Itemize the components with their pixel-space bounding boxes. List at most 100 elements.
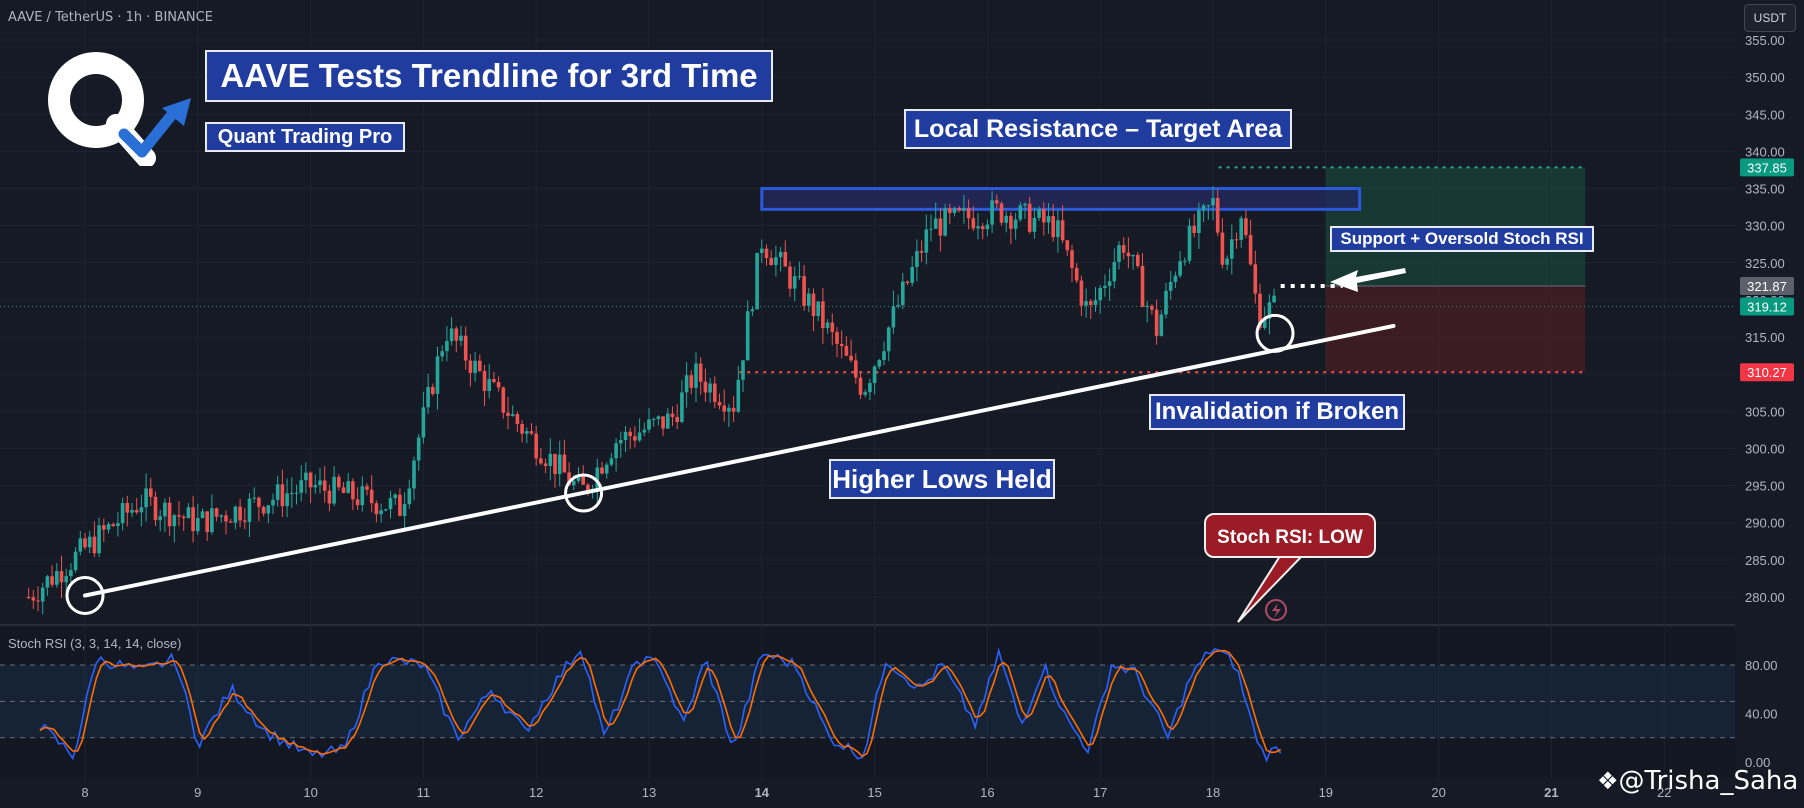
candle-body <box>557 454 562 475</box>
candle-body <box>1272 295 1276 303</box>
candle-body <box>1215 198 1220 233</box>
time-tick-label: 19 <box>1319 785 1333 800</box>
candle-body <box>980 226 985 230</box>
candle-body <box>1178 261 1182 276</box>
candle-body <box>1042 208 1046 223</box>
candle-body <box>506 412 510 416</box>
time-tick-label: 10 <box>303 785 317 800</box>
indicator-label[interactable]: Stoch RSI (3, 3, 14, 14, close) <box>8 636 182 651</box>
candle-body <box>915 251 919 267</box>
candle-body <box>957 208 961 211</box>
candle-body <box>435 356 440 394</box>
candle-body <box>1103 285 1107 289</box>
candle-body <box>924 229 929 253</box>
candle-body <box>393 494 397 499</box>
candle-body <box>863 392 867 395</box>
candle-body <box>694 363 698 388</box>
candle-body <box>595 467 600 489</box>
candle-body <box>807 293 811 306</box>
candle-body <box>520 423 524 434</box>
candle-body <box>1197 210 1201 233</box>
candle-body <box>322 480 327 491</box>
candle-body <box>689 375 694 388</box>
stoch-tick-label: 0.00 <box>1745 755 1770 770</box>
candle-body <box>87 536 92 548</box>
candle-body <box>379 510 383 515</box>
candle-body <box>731 407 736 412</box>
candle-body <box>1140 266 1145 307</box>
symbol-header[interactable]: AAVE / TetherUS · 1h · BINANCE <box>8 10 213 25</box>
candle-body <box>31 597 36 601</box>
time-tick-label: 13 <box>642 785 656 800</box>
candle-body <box>1032 217 1037 232</box>
stoch-tick-label: 40.00 <box>1745 707 1778 722</box>
candle-body <box>1244 218 1248 236</box>
candle-body <box>134 509 139 513</box>
candle-body <box>830 322 835 332</box>
candle-body <box>553 453 557 475</box>
time-tick-label: 20 <box>1431 785 1445 800</box>
candle-body <box>755 252 759 310</box>
chart-title: AAVE Tests Trendline for 3rd Time <box>205 50 773 102</box>
candle-body <box>196 517 200 532</box>
candle-body <box>562 454 567 473</box>
candle-body <box>210 508 214 533</box>
candle-body <box>1164 290 1168 315</box>
candle-body <box>990 200 994 225</box>
candle-body <box>1159 314 1164 336</box>
candle-body <box>839 343 844 347</box>
candle-body <box>327 490 332 504</box>
time-tick-label: 18 <box>1206 785 1220 800</box>
candle-body <box>440 351 444 357</box>
candle-body <box>1056 220 1060 238</box>
candle-body <box>468 360 473 373</box>
candle-body <box>431 386 435 394</box>
candle-body <box>971 218 976 229</box>
candle-body <box>633 436 637 441</box>
candle-body <box>901 281 905 306</box>
candle-body <box>1136 254 1140 267</box>
candle-body <box>40 587 45 602</box>
stoch-k-line <box>39 647 1282 763</box>
touch-circle <box>65 576 105 616</box>
price-tick-label: 335.00 <box>1745 182 1785 197</box>
candle-body <box>1027 203 1032 232</box>
candle-body <box>891 306 896 328</box>
candle-body <box>412 460 416 489</box>
candle-body <box>1154 309 1159 336</box>
candle-body <box>567 472 571 486</box>
candle-body <box>995 200 999 204</box>
candle-body <box>177 515 181 517</box>
currency-button[interactable]: USDT <box>1744 4 1796 32</box>
time-tick-label: 16 <box>980 785 994 800</box>
candle-body <box>299 480 303 493</box>
candle-body <box>666 413 670 429</box>
candle-body <box>167 502 172 527</box>
candle-body <box>271 499 275 506</box>
candle-body <box>938 218 943 236</box>
candle-body <box>426 386 430 408</box>
candle-body <box>473 360 477 373</box>
candle-body <box>896 305 900 307</box>
candle-body <box>97 525 101 554</box>
stoch-band <box>0 665 1735 738</box>
candle-body <box>1230 239 1234 259</box>
candle-body <box>976 226 980 229</box>
candle-body <box>1070 250 1074 268</box>
candle-body <box>821 301 825 329</box>
candle-body <box>243 520 247 522</box>
candle-body <box>125 503 130 513</box>
candle-body <box>1037 208 1041 218</box>
candle-body <box>463 335 468 361</box>
candle-body <box>684 375 689 393</box>
candle-body <box>1192 225 1196 233</box>
price-label-text: 337.85 <box>1747 160 1787 175</box>
candle-body <box>214 508 219 517</box>
candle-body <box>745 311 750 361</box>
time-tick-label: 12 <box>529 785 543 800</box>
candle-body <box>882 351 886 361</box>
candle-body <box>952 208 957 214</box>
candle-body <box>966 208 971 219</box>
candle-body <box>1131 254 1135 257</box>
